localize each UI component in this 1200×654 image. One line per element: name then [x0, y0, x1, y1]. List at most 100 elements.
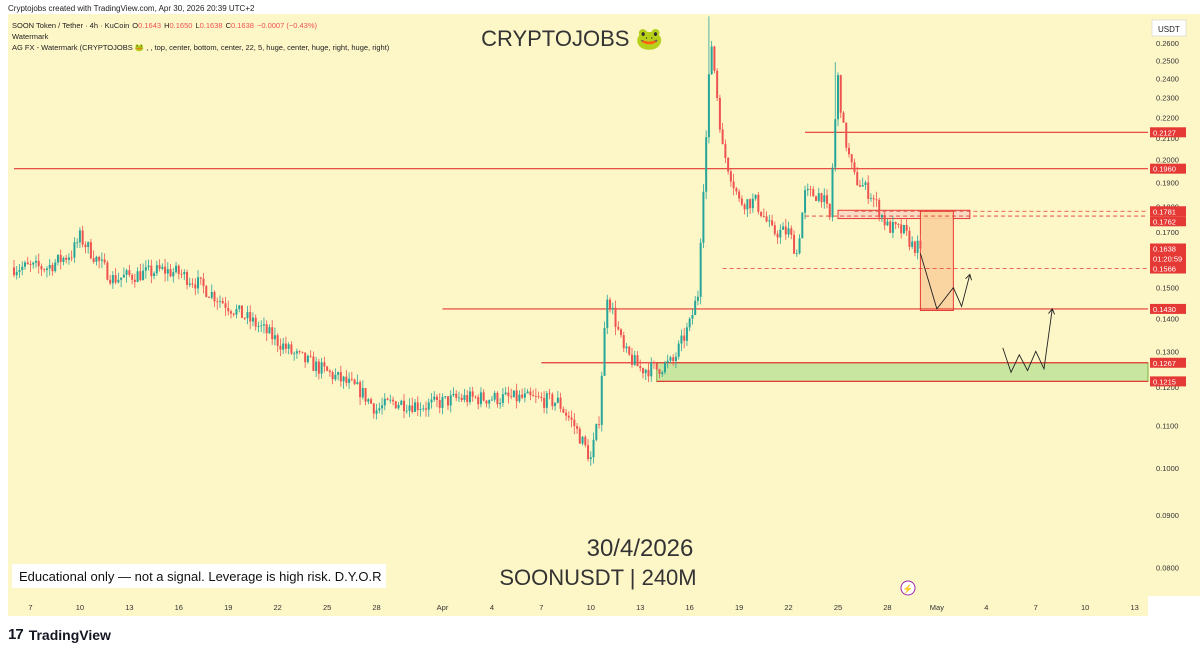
candle-body	[793, 234, 796, 254]
time-tick-label: 25	[323, 603, 331, 612]
price-tick-label: 0.2300	[1156, 94, 1179, 103]
candle-body	[872, 198, 875, 200]
time-tick-label: 10	[587, 603, 595, 612]
candle-body	[359, 382, 362, 398]
price-chart[interactable]: 0.0800 0.0900 0.1000 0.1100 0.1200 0.1300 0.14…	[0, 14, 1200, 616]
candle-body	[576, 426, 579, 429]
candle-body	[161, 266, 164, 269]
candle-body	[499, 402, 502, 405]
candle-body	[312, 356, 315, 371]
candle-body	[293, 353, 296, 355]
candle-body	[210, 291, 213, 298]
price-tick-label: 0.2100	[1156, 134, 1179, 143]
price-tick-label: 0.2500	[1156, 56, 1179, 65]
candle-body	[301, 351, 304, 353]
zones-layer	[656, 209, 1149, 382]
candle-body	[773, 225, 776, 234]
currency-label[interactable]: USDT	[1158, 25, 1180, 34]
candle-body	[287, 344, 290, 349]
legend-indicator-watermark[interactable]: Watermark	[12, 32, 49, 41]
projection-arrowhead	[1048, 308, 1056, 315]
candle-body	[529, 391, 532, 396]
candle-body	[425, 408, 427, 410]
candle-body	[587, 445, 590, 460]
tradingview-logo[interactable]: 17 TradingView	[8, 626, 111, 643]
candle-body	[647, 369, 650, 377]
candle-body	[699, 242, 702, 297]
candle-body	[609, 299, 612, 310]
candle-body	[488, 400, 491, 404]
candle-body	[240, 305, 243, 318]
candle-body	[348, 378, 351, 383]
candle-body	[378, 408, 381, 411]
candle-body	[122, 274, 125, 278]
time-tick-label: 25	[834, 603, 842, 612]
candle-body	[567, 415, 570, 418]
flash-icon-glyph: ⚡	[902, 583, 913, 595]
candle-body	[493, 392, 496, 400]
price-marker-box	[1150, 376, 1186, 387]
price-marker-label: 0.1566	[1153, 265, 1176, 274]
price-tick-label: 0.1300	[1156, 347, 1179, 356]
candle-body	[125, 270, 128, 275]
candle-body	[320, 362, 323, 374]
price-markers: 0.21270.19600.17810.17620.163801:20:590.…	[1150, 127, 1186, 387]
candle-body	[392, 399, 395, 402]
candle-body	[787, 228, 790, 235]
candle-body	[765, 216, 768, 222]
candle-body	[617, 326, 620, 330]
candle-body	[897, 224, 900, 226]
price-tick-label: 0.0800	[1156, 563, 1179, 572]
candle-body	[548, 393, 551, 395]
candle-body	[89, 242, 92, 259]
time-tick-label: 10	[76, 603, 84, 612]
projection-path	[919, 253, 971, 310]
candle-body	[562, 408, 565, 413]
candle-body	[518, 394, 521, 402]
candle-body	[166, 269, 169, 274]
candle-body	[919, 240, 922, 249]
zone-orange	[919, 210, 954, 311]
candle-body	[67, 257, 70, 260]
candle-body	[136, 271, 139, 283]
candle-body	[317, 361, 320, 374]
candle-body	[103, 259, 106, 263]
candle-body	[515, 390, 518, 402]
candle-body	[707, 74, 710, 138]
candle-body	[449, 395, 452, 406]
candle-body	[298, 351, 301, 353]
flash-icon[interactable]	[900, 580, 916, 596]
candle-body	[510, 396, 513, 398]
candle-body	[718, 97, 721, 130]
price-marker-box	[1150, 263, 1186, 274]
candle-body	[817, 193, 820, 201]
candle-body	[595, 424, 598, 440]
watermark-pair: SOONUSDT | 240M	[499, 565, 696, 590]
candle-body	[350, 378, 353, 380]
candle-body	[98, 256, 101, 261]
candle-body	[268, 327, 271, 334]
time-tick-label: 10	[1081, 603, 1089, 612]
price-marker-label: 01:20:59	[1153, 255, 1182, 264]
candle-body	[570, 417, 573, 420]
candle-body	[422, 408, 425, 410]
candle-body	[713, 46, 716, 71]
candle-body	[81, 230, 84, 245]
candle-body	[869, 198, 872, 199]
candle-body	[889, 221, 892, 233]
candle-body	[804, 190, 807, 213]
time-axis[interactable]: 7 10 13 16 19 22 25 28 Apr 4 7 10 13 16 19 22 25 28 May 4 7 1…	[28, 603, 1138, 612]
candle-body	[279, 345, 282, 350]
candle-body	[831, 167, 834, 218]
candle-body	[501, 394, 504, 403]
candle-body	[109, 279, 112, 284]
candle-body	[78, 230, 81, 243]
price-tick-label: 0.1700	[1156, 228, 1179, 237]
candle-body	[729, 171, 732, 182]
legend-indicator-ag-fx[interactable]: AG FX - Watermark (CRYPTOJOBS 🐸 , , top,…	[12, 43, 390, 52]
candle-body	[257, 326, 260, 327]
price-marker-box	[1150, 243, 1186, 254]
price-tick-label: 0.1500	[1156, 284, 1179, 293]
chart-background	[8, 14, 1148, 596]
price-marker-label: 0.1762	[1153, 217, 1176, 226]
